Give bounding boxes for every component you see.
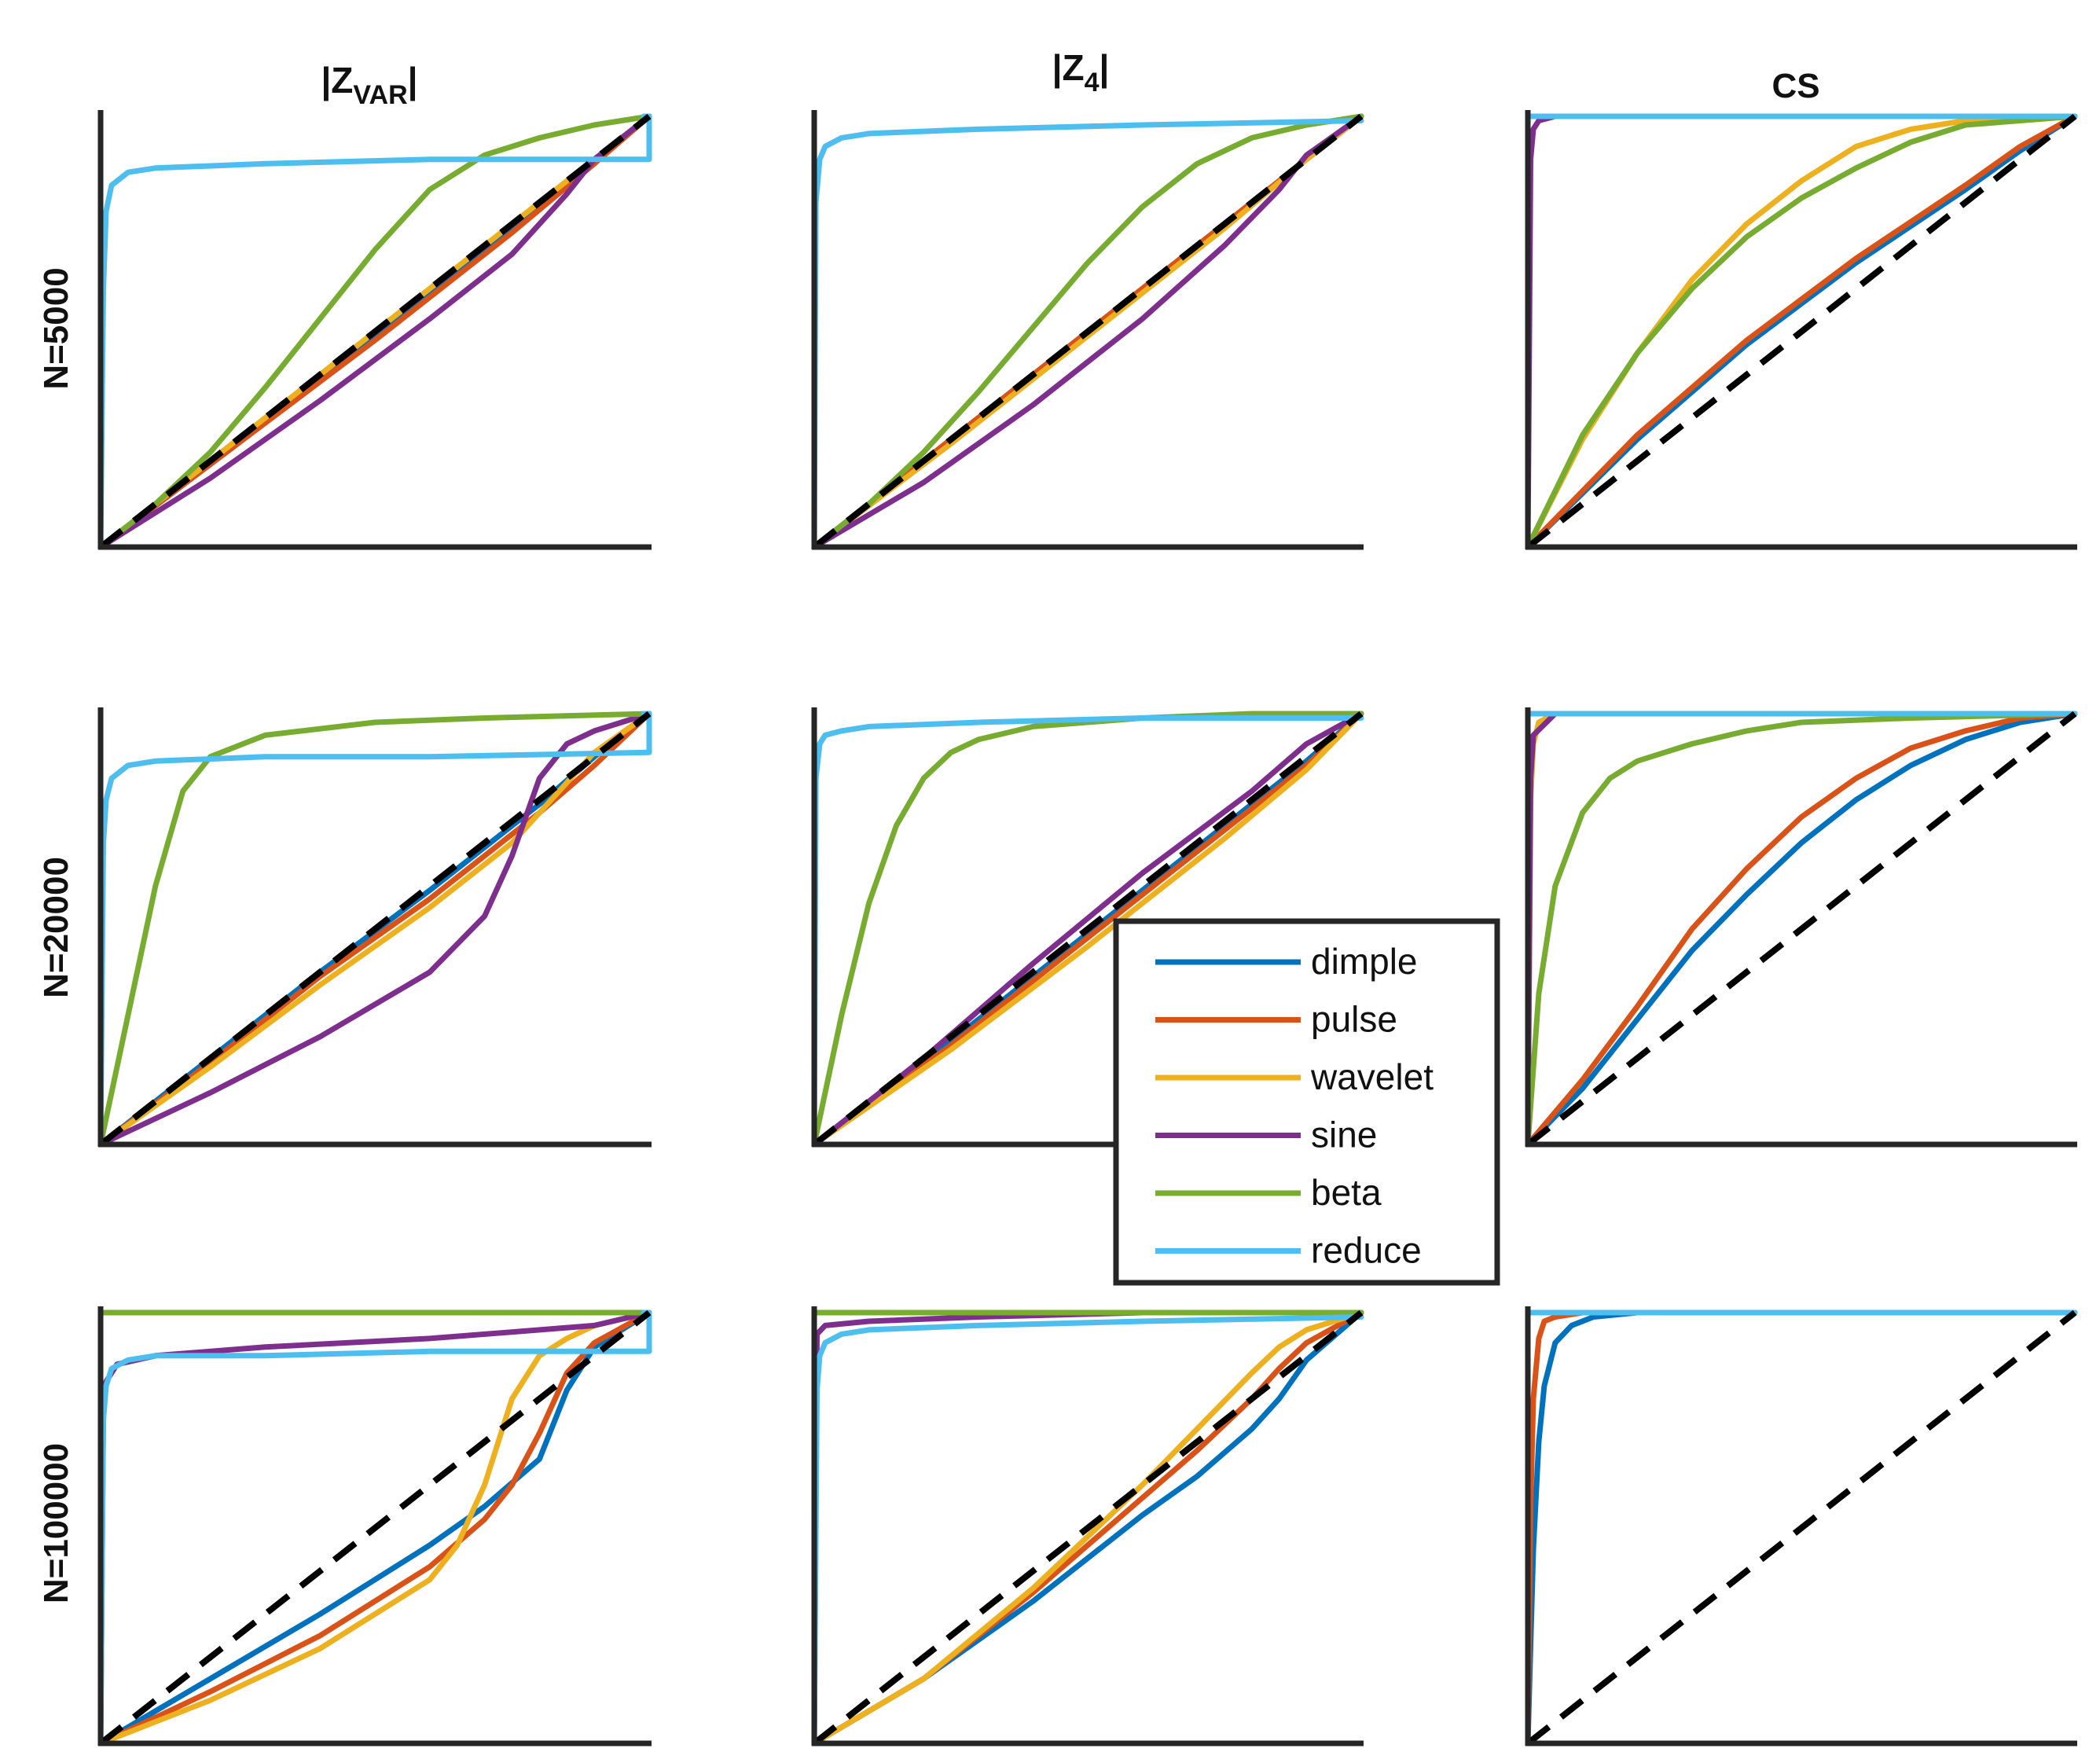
reference-diagonal: [98, 1309, 652, 1746]
panel-1: [97, 110, 652, 550]
series-line-reduce: [811, 118, 1364, 550]
column-title-zvar: |ZVAR|: [321, 60, 417, 110]
legend-label-reduce: reduce: [1311, 1230, 1422, 1271]
legend-label-beta: beta: [1311, 1172, 1382, 1213]
reference-diagonal: [98, 711, 652, 1148]
series-line-beta: [811, 113, 1364, 550]
row-label-n100000: N=100000: [37, 1443, 75, 1603]
column-titles: |ZVAR| |Z4| CS: [321, 47, 1819, 110]
legend-box: [1113, 918, 1500, 1286]
legend-item-dimple: dimple: [1155, 941, 1418, 982]
legend-label-wavelet: wavelet: [1310, 1056, 1434, 1097]
legend-item-wavelet: wavelet: [1155, 1056, 1434, 1097]
reference-diagonal: [1525, 1309, 2077, 1746]
row-label-n5000: N=5000: [37, 267, 75, 389]
series-line-reduce: [97, 1309, 652, 1746]
series-line-reduce: [811, 715, 1364, 1148]
reference-diagonal: [812, 711, 1364, 1148]
legend-label-pulse: pulse: [1311, 999, 1397, 1040]
series-line-reduce: [97, 113, 652, 550]
panel-5: [811, 707, 1364, 1148]
series-line-wavelet: [97, 711, 652, 1148]
series-line-beta: [97, 113, 652, 550]
legend: dimple pulse wavelet sine beta reduce: [1113, 918, 1500, 1286]
series-line-pulse: [97, 1309, 652, 1746]
series-line-beta: [1525, 711, 2078, 1148]
panel-6: [1525, 707, 2078, 1148]
panel-8: [811, 1306, 1364, 1746]
legend-label-sine: sine: [1311, 1115, 1377, 1155]
row-label-n20000: N=20000: [37, 857, 75, 998]
column-title-z4: |Z4|: [1052, 47, 1110, 97]
reference-diagonal: [98, 113, 652, 550]
series-line-pulse: [1525, 711, 2078, 1148]
series-line-dimple: [1525, 113, 2078, 550]
legend-item-sine: sine: [1155, 1115, 1377, 1155]
series-line-reduce: [811, 1314, 1364, 1746]
series-line-pulse: [1525, 113, 2078, 550]
panel-7: [97, 1306, 652, 1746]
series-line-dimple: [1525, 711, 2078, 1148]
legend-entries: dimple pulse wavelet sine beta reduce: [1155, 941, 1434, 1271]
reference-diagonal: [1525, 711, 2077, 1148]
series-line-pulse: [97, 711, 652, 1148]
panels: [97, 110, 2078, 1746]
legend-item-pulse: pulse: [1155, 999, 1397, 1040]
panel-3: [1525, 110, 2078, 550]
series-line-wavelet: [811, 1309, 1364, 1746]
legend-item-reduce: reduce: [1155, 1230, 1422, 1271]
reference-diagonal: [812, 113, 1364, 550]
legend-label-dimple: dimple: [1311, 941, 1418, 982]
panel-2: [811, 110, 1364, 550]
series-line-wavelet: [811, 711, 1364, 1148]
row-labels: N=5000 N=20000 N=100000: [37, 267, 75, 1603]
legend-item-beta: beta: [1155, 1172, 1382, 1213]
panel-4: [97, 707, 652, 1148]
panel-9: [1525, 1306, 2078, 1746]
reference-diagonal: [1525, 113, 2077, 550]
column-title-cs: CS: [1771, 67, 1819, 105]
series-line-wavelet: [97, 1309, 652, 1746]
series-line-beta: [1525, 113, 2078, 550]
reference-diagonal: [812, 1309, 1364, 1746]
series-line-sine: [97, 711, 652, 1148]
series-line-sine: [811, 113, 1364, 550]
series-line-reduce: [97, 711, 652, 1148]
